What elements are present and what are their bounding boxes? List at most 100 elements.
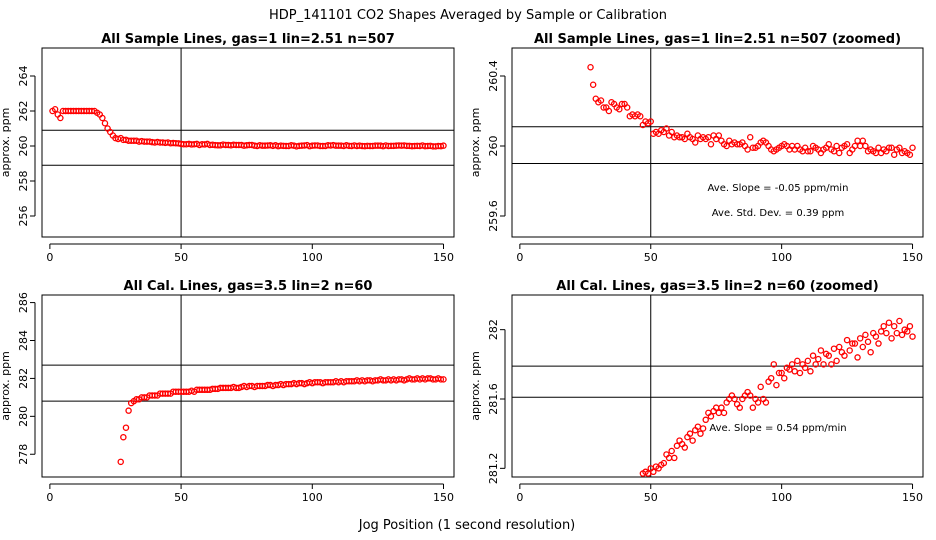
data-point — [57, 114, 64, 122]
y-tick-label: 260 — [17, 136, 30, 157]
x-tick-label: 0 — [516, 491, 523, 504]
data-point — [616, 106, 623, 113]
x-tick-label: 100 — [302, 251, 323, 264]
panel-4: All Cal. Lines, gas=3.5 lin=2 n=60 (zoom… — [469, 279, 924, 504]
data-point — [746, 392, 754, 399]
annotation: Ave. Slope = 0.54 ppm/min — [709, 423, 846, 434]
panel-3: All Cal. Lines, gas=3.5 lin=2 n=60 0 50 100… — [0, 279, 455, 504]
y-tick-label: 280 — [17, 406, 30, 427]
x-tick-label: 0 — [516, 251, 523, 264]
y-tick-label: 258 — [17, 171, 30, 192]
y-tick-label: 256 — [17, 206, 30, 227]
data-point — [880, 322, 887, 330]
data-point — [691, 139, 699, 146]
data-point — [697, 430, 704, 437]
y-tick-label: 260.4 — [487, 60, 500, 92]
data-point — [835, 343, 843, 351]
data-point — [618, 100, 626, 108]
data-point — [830, 345, 838, 352]
data-point — [796, 369, 804, 377]
plot-frame — [511, 294, 924, 478]
data-point — [835, 149, 843, 157]
x-tick-label: 0 — [46, 251, 53, 264]
data-point — [893, 329, 901, 337]
data-point — [843, 140, 851, 148]
data-point — [99, 114, 106, 122]
data-point — [637, 113, 644, 120]
y-tick-label: 282 — [17, 368, 30, 389]
data-point — [597, 97, 605, 104]
annotation: Ave. Std. Dev. = 0.39 ppm — [712, 208, 844, 219]
data-point — [843, 336, 851, 344]
plot-area — [512, 48, 923, 237]
data-point — [906, 322, 914, 330]
data-point — [141, 394, 148, 401]
data-point — [788, 361, 796, 368]
y-tick-label: 281.6 — [487, 383, 500, 415]
data-point — [833, 357, 840, 365]
x-tick-label: 0 — [46, 491, 53, 504]
data-point — [859, 343, 867, 351]
data-point — [859, 137, 867, 144]
panel-1: All Sample Lines, gas=1 lin=2.51 n=507 0 5… — [0, 32, 455, 264]
data-point — [904, 328, 911, 335]
panels: All Sample Lines, gas=1 lin=2.51 n=507 0 5… — [0, 32, 924, 504]
data-point — [699, 425, 707, 432]
data-point — [791, 368, 798, 375]
data-point — [437, 376, 445, 383]
y-tick-label: 262 — [17, 101, 30, 122]
data-point — [770, 361, 778, 368]
panel-title: All Sample Lines, gas=1 lin=2.51 n=507 — [101, 32, 395, 47]
data-point — [828, 361, 835, 368]
data-point — [51, 106, 59, 113]
data-point — [686, 430, 694, 437]
data-point — [896, 144, 903, 151]
data-point — [707, 413, 715, 420]
data-point — [120, 433, 127, 441]
x-tick-label: 50 — [644, 251, 658, 264]
data-point — [854, 137, 861, 144]
data-point — [883, 329, 890, 337]
data-point — [122, 424, 130, 431]
data-point — [872, 333, 880, 340]
x-tick-label: 150 — [433, 491, 454, 504]
data-point — [875, 144, 882, 151]
data-point — [773, 381, 780, 389]
data-point — [749, 404, 757, 411]
x-tick-label: 50 — [174, 251, 188, 264]
data-point — [133, 396, 140, 403]
data-point — [437, 142, 445, 150]
x-tick-label: 50 — [174, 491, 188, 504]
y-axis-label: approx. ppm — [0, 108, 12, 178]
data-point — [767, 374, 775, 382]
data-point — [809, 352, 817, 359]
data-point — [715, 409, 723, 417]
y-tick-label: 282 — [487, 319, 500, 340]
data-point — [440, 376, 447, 383]
data-point — [707, 140, 715, 148]
y-axis-label: approx. ppm — [469, 108, 482, 178]
data-point — [804, 147, 812, 155]
data-point — [909, 144, 916, 151]
data-point — [885, 144, 893, 151]
x-tick-label: 100 — [302, 491, 323, 504]
data-point — [605, 107, 613, 115]
data-point — [647, 118, 654, 125]
data-point — [718, 404, 725, 411]
plot-area — [42, 48, 454, 237]
y-tick-label: 284 — [17, 330, 30, 351]
panel-title: All Sample Lines, gas=1 lin=2.51 n=507 (… — [534, 32, 901, 47]
figure-title: HDP_141101 CO2 Shapes Averaged by Sample… — [269, 8, 667, 23]
y-tick-label: 264 — [17, 66, 30, 87]
data-point — [125, 407, 132, 414]
data-point — [898, 331, 906, 339]
data-point — [663, 125, 670, 132]
data-point — [600, 104, 607, 111]
x-tick-label: 100 — [771, 491, 792, 504]
y-axis-label: approx. ppm — [0, 351, 12, 421]
y-axis-label: approx. ppm — [469, 351, 482, 421]
data-point — [841, 352, 848, 359]
y-tick-label: 281.2 — [487, 453, 500, 485]
data-point — [781, 374, 788, 382]
data-point — [440, 142, 447, 149]
